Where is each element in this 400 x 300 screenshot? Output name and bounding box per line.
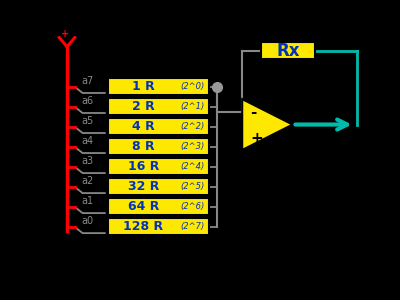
Text: 2 R: 2 R (132, 100, 155, 113)
Text: 128 R: 128 R (123, 220, 164, 233)
Text: -: - (250, 105, 256, 120)
Text: a4: a4 (81, 136, 93, 146)
Text: (2^6): (2^6) (181, 202, 205, 211)
Text: (2^4): (2^4) (181, 162, 205, 171)
Text: Rx: Rx (276, 42, 300, 60)
Text: 32 R: 32 R (128, 180, 159, 194)
Text: (2^0): (2^0) (181, 82, 205, 91)
Polygon shape (242, 99, 292, 150)
Text: a3: a3 (81, 156, 93, 166)
Text: 4 R: 4 R (132, 120, 155, 134)
Text: a7: a7 (81, 76, 93, 86)
Text: 1 R: 1 R (132, 80, 155, 93)
Bar (108, 98, 209, 115)
Text: +: + (61, 29, 69, 40)
Bar (108, 178, 209, 195)
Bar (108, 158, 209, 176)
Text: 16 R: 16 R (128, 160, 159, 173)
Bar (108, 199, 209, 215)
Bar (108, 118, 209, 135)
Text: 64 R: 64 R (128, 200, 159, 213)
Text: a0: a0 (81, 216, 93, 226)
Bar (108, 138, 209, 155)
Text: (2^7): (2^7) (181, 223, 205, 232)
Text: a1: a1 (81, 196, 93, 206)
Text: (2^2): (2^2) (181, 122, 205, 131)
Bar (108, 78, 209, 95)
Text: a6: a6 (81, 96, 93, 106)
Bar (261, 42, 315, 59)
Text: +: + (250, 131, 263, 146)
Bar (108, 218, 209, 236)
Text: a2: a2 (81, 176, 93, 186)
Text: 8 R: 8 R (132, 140, 155, 153)
Text: (2^1): (2^1) (181, 102, 205, 111)
Text: (2^3): (2^3) (181, 142, 205, 152)
Text: (2^5): (2^5) (181, 182, 205, 191)
Text: a5: a5 (81, 116, 93, 126)
